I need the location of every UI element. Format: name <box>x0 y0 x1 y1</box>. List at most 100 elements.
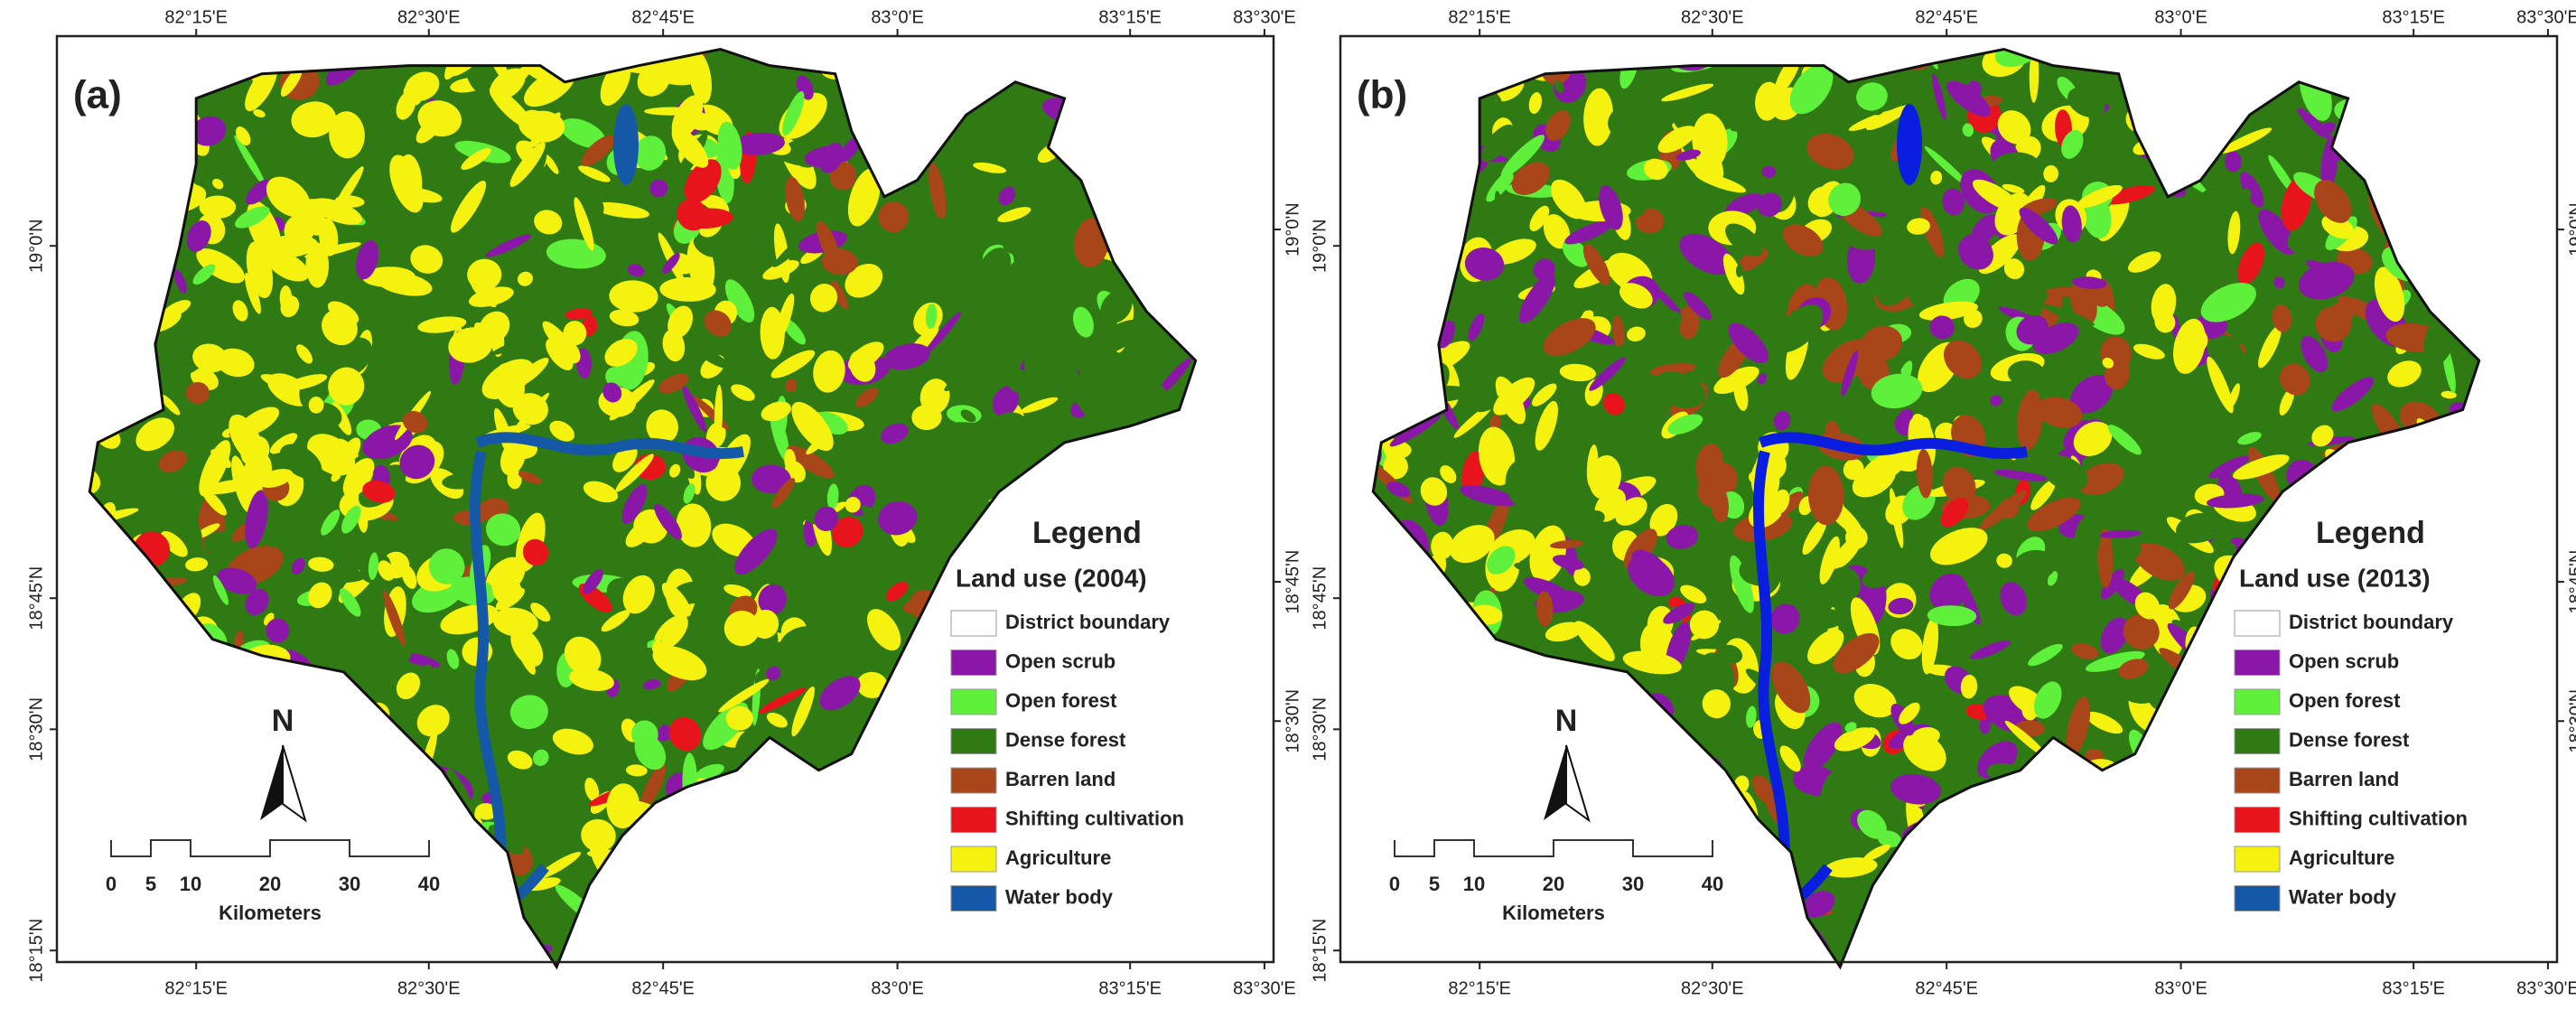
land-patch <box>216 779 276 792</box>
land-patch <box>1373 735 1380 771</box>
land-patch <box>1550 179 1587 220</box>
land-patch <box>2035 938 2069 967</box>
land-patch <box>1342 661 1367 693</box>
land-patch <box>925 304 938 330</box>
land-patch <box>677 808 705 844</box>
land-patch <box>1807 629 1844 665</box>
land-patch <box>2207 333 2245 373</box>
legend-swatch <box>950 807 997 833</box>
land-patch <box>2144 108 2182 126</box>
land-patch <box>234 135 266 187</box>
land-patch <box>1819 771 1845 821</box>
land-patch <box>40 341 88 384</box>
land-patch <box>919 936 947 955</box>
land-patch <box>286 49 330 67</box>
land-patch <box>2420 472 2446 495</box>
land-patch <box>693 236 720 257</box>
land-patch <box>2122 539 2142 559</box>
land-patch <box>410 245 443 274</box>
land-patch <box>89 639 92 660</box>
land-patch <box>1545 621 1582 642</box>
land-patch <box>212 178 224 190</box>
land-patch <box>1373 139 1381 159</box>
land-patch <box>1819 536 1840 584</box>
land-patch <box>1397 638 1411 689</box>
lon-tick-label: 83°0'E <box>2154 7 2207 27</box>
land-patch <box>819 676 861 711</box>
land-patch <box>134 243 148 281</box>
land-patch <box>627 264 645 277</box>
land-patch <box>199 195 237 220</box>
land-patch <box>2046 812 2066 828</box>
land-patch <box>1857 809 1887 839</box>
land-patch <box>1385 697 1406 726</box>
land-patch <box>1373 145 1390 187</box>
land-patch <box>871 98 885 112</box>
land-patch <box>2181 806 2205 862</box>
land-patch <box>1535 400 1558 451</box>
land-patch <box>975 465 1023 505</box>
land-patch <box>1395 650 1414 696</box>
land-patch <box>1486 167 1517 202</box>
scale-unit: Kilometers <box>219 902 322 924</box>
land-patch <box>1724 193 1764 217</box>
land-patch <box>1373 544 1402 580</box>
land-patch <box>867 609 901 651</box>
land-patch <box>1956 825 1993 850</box>
land-patch <box>98 665 140 684</box>
land-patch <box>1619 947 1641 965</box>
legend-subtitle: Land use (2004) <box>956 564 1147 592</box>
land-patch <box>2061 205 2082 243</box>
land-patch <box>1005 489 1021 514</box>
land-patch <box>2086 711 2123 734</box>
land-patch <box>843 51 876 100</box>
land-patch <box>2002 896 2042 939</box>
land-patch <box>1921 617 1939 675</box>
land-patch <box>98 269 134 290</box>
legend-label: Dense forest <box>1005 728 1126 751</box>
land-patch <box>1389 164 1414 199</box>
land-patch <box>1627 326 1646 341</box>
land-patch <box>138 759 163 787</box>
land-patch <box>697 348 731 369</box>
land-patch <box>301 749 329 808</box>
land-patch <box>1425 717 1483 753</box>
land-patch <box>245 589 269 616</box>
land-patch <box>91 790 125 819</box>
land-patch <box>173 269 187 294</box>
land-patch <box>1487 546 1516 575</box>
land-patch <box>754 836 807 872</box>
land-patch <box>1007 257 1045 285</box>
land-patch <box>1860 325 1903 362</box>
land-patch <box>530 603 551 622</box>
land-patch <box>2133 542 2185 581</box>
land-patch <box>1126 155 1153 182</box>
land-patch <box>1072 306 1094 338</box>
land-patch <box>329 111 365 159</box>
legend-label: Shifting cultivation <box>1005 807 1184 829</box>
land-patch <box>901 706 934 752</box>
land-patch <box>2403 925 2419 945</box>
land-patch <box>2325 49 2355 55</box>
land-patch <box>1358 30 1372 57</box>
land-patch <box>1489 768 1516 793</box>
land-patch <box>467 900 515 937</box>
land-patch <box>1984 855 2007 881</box>
land-patch <box>1927 605 1977 627</box>
land-patch <box>1649 362 1696 377</box>
land-patch <box>1021 397 1059 414</box>
land-patch <box>1643 158 1668 181</box>
land-patch <box>2374 134 2408 169</box>
land-patch <box>1179 668 1196 712</box>
land-patch <box>2461 510 2473 524</box>
land-patch <box>2174 689 2227 724</box>
land-patch <box>2168 571 2195 610</box>
land-patch <box>2362 906 2382 938</box>
land-patch <box>2331 377 2375 412</box>
legend-label: Barren land <box>2289 768 2399 790</box>
land-patch <box>751 464 791 494</box>
land-patch <box>609 280 658 313</box>
land-patch <box>658 373 689 394</box>
land-patch <box>2421 444 2447 469</box>
land-patch <box>725 706 753 731</box>
